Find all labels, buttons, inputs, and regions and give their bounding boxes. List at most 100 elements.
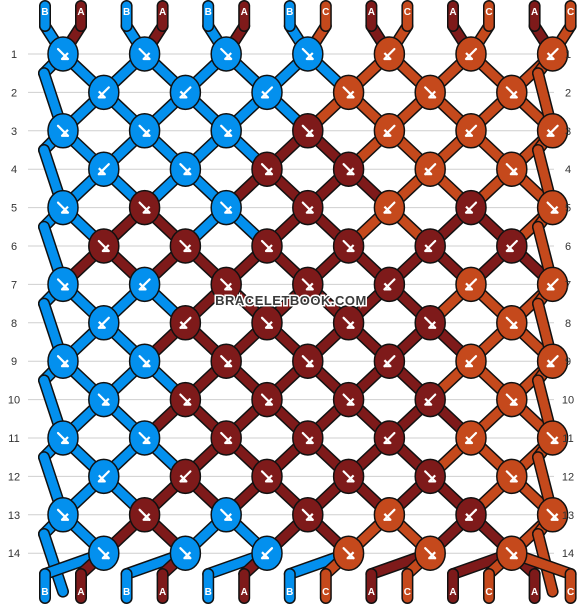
knot [169, 74, 202, 111]
knot [128, 497, 161, 533]
strand-label: C [485, 7, 492, 18]
row-label: 5 [11, 203, 17, 215]
arrow-icon [505, 393, 518, 406]
arrow-head [179, 90, 188, 99]
strand-label: A [449, 7, 456, 18]
knot [210, 113, 242, 149]
strand-label: A [77, 587, 84, 598]
arrow-head [428, 551, 436, 560]
arrow-icon [220, 278, 233, 291]
arrow-head [383, 52, 392, 61]
row-label: 2 [11, 87, 17, 99]
knot [251, 151, 283, 187]
arrow-icon [424, 470, 437, 483]
knot [496, 228, 528, 264]
arrow-icon [220, 355, 233, 368]
arrow-head [142, 513, 151, 521]
arrow-icon [260, 316, 274, 329]
arrow-head [60, 52, 69, 61]
arrow-icon [342, 470, 355, 483]
strand-label: A [368, 587, 375, 598]
strand-label: B [205, 587, 212, 598]
knot [536, 113, 569, 149]
arrow-head [428, 474, 436, 483]
knot [210, 189, 242, 226]
strand-tails [39, 0, 577, 604]
arrow-icon [301, 355, 314, 368]
arrow-head [465, 436, 474, 445]
arrow-head [305, 282, 314, 291]
knot [47, 189, 79, 226]
arrow-head [305, 436, 314, 445]
knot [536, 343, 569, 379]
knot [332, 381, 365, 418]
arrow-icon [301, 278, 314, 291]
arrow-head [424, 244, 433, 253]
arrow-head [142, 129, 151, 137]
arrow-icon [342, 86, 355, 99]
arrow-head [101, 551, 110, 560]
strand-label: B [41, 7, 48, 18]
knot [455, 420, 487, 456]
arrow-head [546, 52, 555, 61]
strand-label: A [159, 7, 166, 18]
knot [496, 305, 528, 341]
arrow-head [383, 129, 392, 137]
arrow-icon [220, 508, 233, 521]
knot [88, 228, 120, 264]
row-label: 11 [562, 433, 573, 445]
row-label: 14 [562, 548, 574, 560]
arrow-head [383, 513, 392, 521]
strand-label: B [286, 587, 293, 598]
arrow-icon [138, 47, 151, 61]
arrow-head [509, 167, 518, 176]
arrow-icon [342, 316, 355, 329]
row-label: 2 [565, 87, 571, 99]
knot [332, 305, 365, 341]
arrow-head [509, 551, 518, 560]
arrow-icon [138, 431, 151, 445]
arrow-head [264, 167, 273, 176]
knot [373, 420, 406, 456]
arrow-icon [56, 508, 70, 521]
arrow-icon [260, 470, 274, 483]
arrow-head [509, 474, 518, 483]
arrow-icon [138, 508, 151, 521]
arrow-head [101, 397, 110, 406]
knot [292, 36, 324, 72]
arrow-head [383, 205, 392, 214]
arrow-icon [97, 470, 110, 483]
arrow-icon [342, 163, 355, 176]
arrow-icon [505, 86, 518, 99]
arrow-head [346, 474, 355, 483]
arrow-icon [383, 47, 396, 61]
arrow-head [346, 551, 355, 560]
strand-label: A [241, 587, 248, 598]
arrow-icon [301, 508, 314, 521]
arrow-icon [383, 201, 396, 214]
knot [47, 36, 79, 72]
arrow-head [509, 397, 518, 406]
arrow-icon [505, 163, 518, 176]
knot [455, 189, 487, 226]
row-label: 11 [8, 433, 19, 445]
arrow-head [428, 321, 436, 329]
arrow-head [346, 167, 355, 176]
row-label: 1 [565, 49, 571, 61]
arrow-icon [179, 547, 192, 560]
knot [414, 151, 446, 187]
arrow-icon [342, 239, 355, 253]
knot [251, 381, 283, 418]
arrow-icon [546, 278, 559, 291]
arrow-icon [179, 393, 192, 406]
arrow-head [383, 359, 392, 368]
knot [496, 151, 528, 187]
row-label: 10 [562, 395, 574, 407]
strand-label: A [449, 587, 456, 598]
arrow-icon [383, 508, 396, 521]
arrow-icon [464, 47, 478, 61]
strand-label: C [322, 587, 329, 598]
arrow-icon [505, 470, 518, 483]
knot [88, 151, 120, 187]
